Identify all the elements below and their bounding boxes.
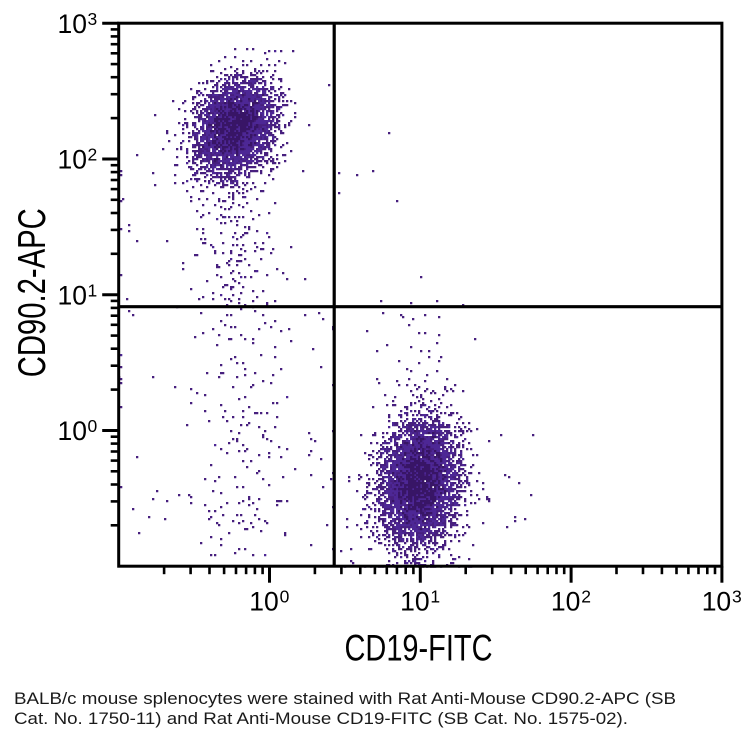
svg-text:2: 2 [88, 145, 98, 165]
svg-text:10: 10 [58, 9, 87, 39]
svg-text:10: 10 [58, 280, 87, 310]
svg-text:3: 3 [88, 9, 98, 29]
svg-text:2: 2 [581, 587, 591, 607]
svg-text:10: 10 [551, 587, 580, 617]
svg-text:10: 10 [58, 145, 87, 175]
svg-text:1: 1 [430, 587, 440, 607]
svg-text:CD19-FITC: CD19-FITC [345, 627, 493, 668]
svg-text:BALB/c mouse splenocytes were: BALB/c mouse splenocytes were stained wi… [14, 689, 676, 708]
svg-text:Cat. No. 1750-11) and Rat Anti: Cat. No. 1750-11) and Rat Anti-Mouse CD1… [14, 709, 628, 728]
svg-text:10: 10 [702, 587, 731, 617]
svg-text:1: 1 [88, 280, 98, 300]
svg-text:3: 3 [732, 587, 742, 607]
svg-text:10: 10 [58, 416, 87, 446]
svg-text:10: 10 [249, 587, 278, 617]
svg-text:0: 0 [280, 587, 290, 607]
svg-text:CD90.2-APC: CD90.2-APC [11, 208, 54, 377]
svg-text:10: 10 [400, 587, 429, 617]
svg-text:0: 0 [88, 416, 98, 436]
